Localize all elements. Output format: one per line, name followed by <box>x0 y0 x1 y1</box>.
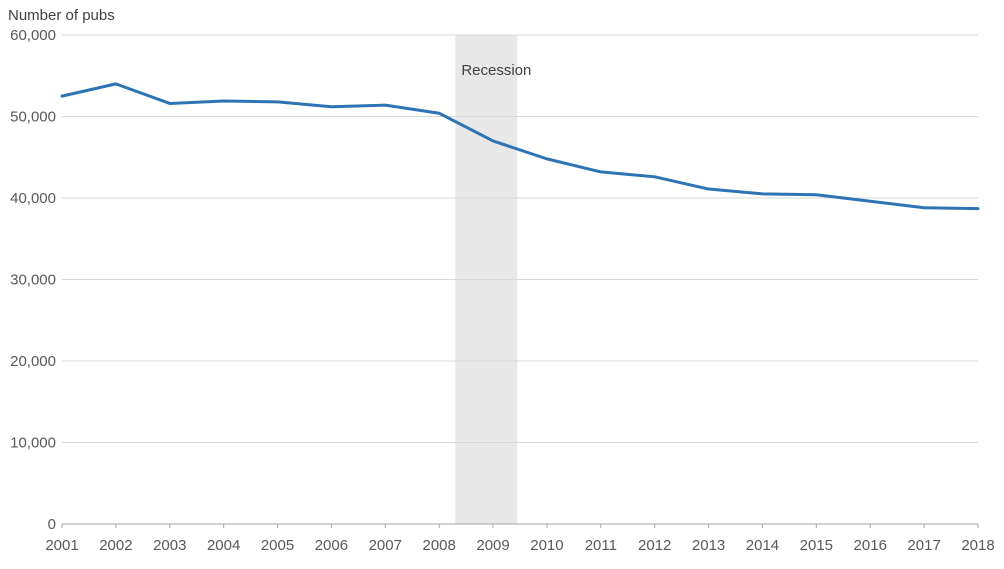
x-tick-label: 2018 <box>961 537 994 554</box>
y-tick-label: 0 <box>48 516 56 533</box>
x-tick-label: 2015 <box>800 537 833 554</box>
y-axis-title: Number of pubs <box>8 7 115 24</box>
y-tick-label: 50,000 <box>10 109 56 126</box>
x-tick-label: 2009 <box>476 537 509 554</box>
y-tick-label: 10,000 <box>10 435 56 452</box>
pubs-line <box>60 82 980 211</box>
x-tick-label: 2006 <box>315 537 348 554</box>
x-tick-label: 2005 <box>261 537 294 554</box>
recession-label: Recession <box>461 62 531 79</box>
x-tick-label: 2012 <box>638 537 671 554</box>
x-tick-label: 2007 <box>369 537 402 554</box>
x-tick-label: 2016 <box>854 537 887 554</box>
x-tick-label: 2011 <box>585 537 617 554</box>
x-tick-label: 2010 <box>530 537 563 554</box>
x-tick-label: 2004 <box>207 537 240 554</box>
x-tick-label: 2017 <box>907 537 940 554</box>
x-tick-label: 2001 <box>45 537 78 554</box>
y-tick-label: 40,000 <box>10 190 56 207</box>
x-tick-label: 2003 <box>153 537 186 554</box>
x-tick-label: 2008 <box>422 537 455 554</box>
x-tick-label: 2013 <box>692 537 725 554</box>
x-tick-label: 2002 <box>99 537 132 554</box>
y-tick-label: 60,000 <box>10 27 56 44</box>
y-tick-label: 20,000 <box>10 353 56 370</box>
y-tick-label: 30,000 <box>10 272 56 289</box>
x-tick-label: 2014 <box>746 537 779 554</box>
